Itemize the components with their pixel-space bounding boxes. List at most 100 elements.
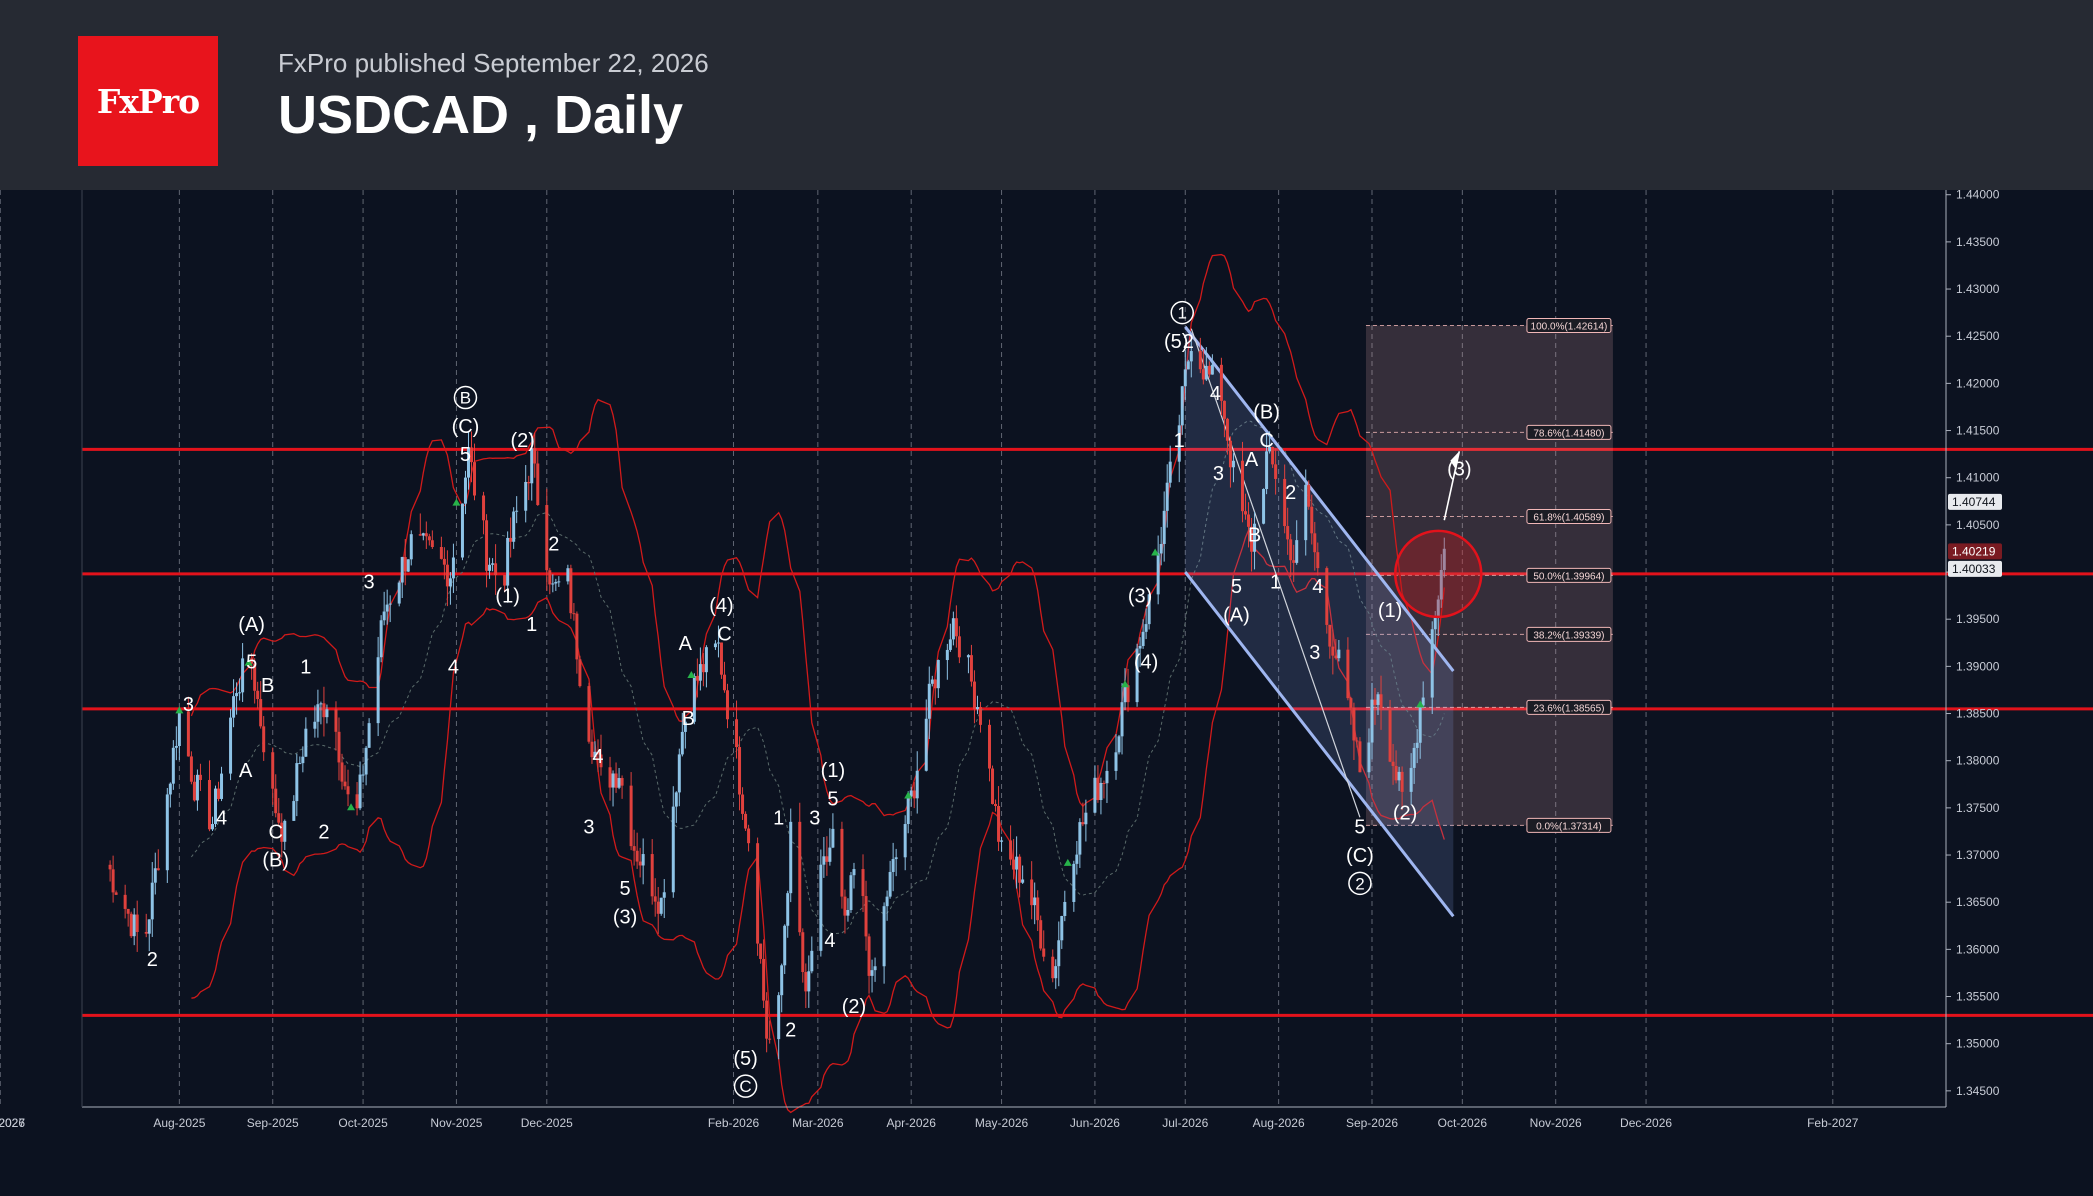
fib-label-box [1526,424,1612,440]
wave-label: 5 [1231,576,1242,598]
candle-body [295,763,299,802]
candle-body [725,690,729,720]
candle-body [427,536,431,541]
candle-body [692,676,696,722]
middle-band [190,420,1445,935]
x-tick-label: Feb-2026 [708,1116,760,1130]
wave-label: (2) [1393,803,1417,825]
signal-arrow [1416,700,1425,708]
candle-body [969,655,973,682]
wave-label: 1 [773,807,784,829]
candle-body [786,893,790,926]
candle-body [1316,552,1320,569]
wave-label: 3 [1213,463,1224,485]
candle-body [677,754,681,793]
candle-body [1265,451,1269,490]
fib-label-box [1526,317,1612,333]
candle-body [1355,740,1359,742]
candle-body [864,896,868,937]
candle-body [891,859,895,872]
candle-body [831,828,835,848]
y-tick-label: 1.43000 [1956,282,2000,296]
wave-label: (A) [238,614,265,636]
candle-body [292,801,296,821]
candle-body [1102,782,1106,784]
candle-body [789,821,793,894]
candle-body [578,659,582,687]
wave-label: 1 [1270,571,1281,593]
candle-body [168,783,172,795]
candle-body [1289,539,1293,561]
candle-body [144,932,148,934]
candle-body [1412,747,1416,768]
candle-body [629,785,633,847]
candle-body [738,747,742,795]
candle-body [1189,351,1193,362]
x-tick-label: Jan-2026 [0,1116,25,1130]
candle-body [503,575,507,586]
wave-label: 5 [620,878,631,900]
wave-label: 2 [1285,482,1296,504]
candle-body [1231,460,1235,468]
candle-body [650,854,654,897]
candle-body [530,448,534,484]
candle-body [1313,533,1317,553]
candle-body [1225,418,1229,441]
candle-body [1283,478,1287,527]
signal-arrow [452,498,461,506]
wave-label: 2 [1183,331,1194,353]
candle-body [1286,526,1290,540]
candle-body [403,557,407,572]
candle-body [695,676,699,681]
candle-body [1370,699,1374,743]
price-label-text: 1.40033 [1952,562,1996,576]
wave-label: 1 [300,656,311,678]
y-tick-label: 1.35000 [1956,1037,2000,1051]
y-tick-label: 1.41500 [1956,424,2000,438]
candle-body [355,794,359,809]
fib-label: 0.0%(1.37314) [1536,821,1602,832]
candle-body [448,578,452,587]
candle-body [485,520,489,571]
candle-body [701,664,705,673]
candle-body [716,642,720,644]
candle-body [722,674,726,691]
candle-body [972,681,976,710]
candle-body [659,897,663,914]
x-tick-label: Oct-2025 [338,1116,388,1130]
candle-body [232,696,236,718]
fxpro-logo: FxPro [78,36,218,166]
candle-body [114,892,118,895]
wave-label-circle [1348,871,1372,896]
wave-label: (3) [1128,586,1152,608]
wave-label: 1 [526,614,537,636]
candle-body [424,533,428,537]
candle-body [1075,854,1079,864]
candle-body [620,778,624,786]
wave-label-circle [453,385,478,410]
candle-body [322,703,326,718]
candle-body [807,971,811,992]
candle-body [1060,915,1064,941]
candle-body [798,821,802,933]
wave-label: 5 [246,652,257,674]
candle-body [171,747,175,784]
candle-body [177,711,181,747]
candle-body [274,788,278,814]
wave-label: (3) [613,906,637,928]
price-chart: 100.0%(1.42614) 78.6%(1.41480) 61.8%(1.405… [0,190,2093,1130]
candle-body [1262,489,1266,524]
candle-body [1204,365,1208,380]
wave-label: A [239,760,253,782]
candle-body [777,995,781,1040]
candle-body [885,896,889,907]
published-line: FxPro published September 22, 2026 [278,48,709,78]
candle-body [945,649,949,661]
candle-body [123,894,127,909]
wave-label: (2) [510,430,534,452]
candle-body [1078,822,1082,855]
signal-arrow [687,671,696,679]
candle-body [894,857,898,860]
candle-body [828,847,832,862]
candle-body [1033,897,1037,906]
